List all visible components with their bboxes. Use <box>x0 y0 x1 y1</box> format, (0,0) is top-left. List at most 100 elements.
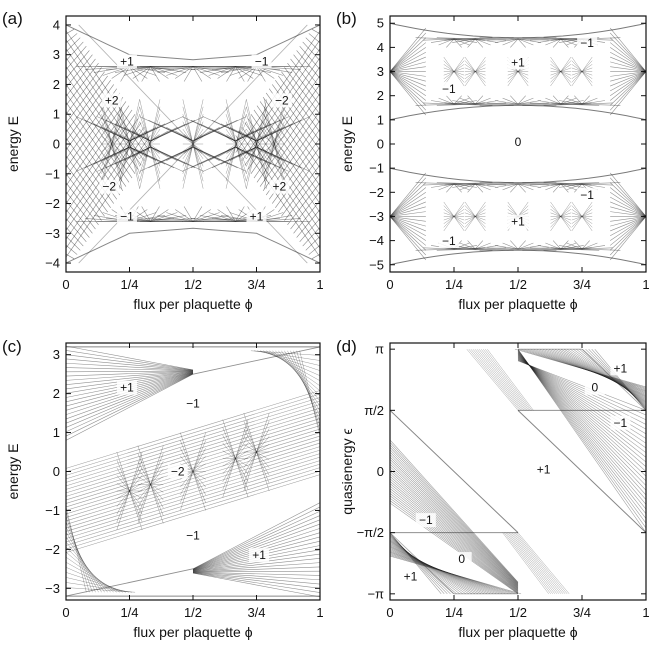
spectrum-line <box>222 419 249 498</box>
spectrum-line <box>66 567 123 593</box>
spectrum-line <box>390 468 519 588</box>
spectrum-line <box>66 541 108 593</box>
spectrum-line <box>222 435 249 482</box>
spectrum-line <box>66 474 320 553</box>
spectrum-line <box>610 216 646 227</box>
spectrum-line <box>517 356 646 453</box>
spectrum-line <box>182 121 204 167</box>
spectrum-line <box>66 418 320 497</box>
spectrum-line <box>139 146 247 172</box>
spectrum-line <box>293 200 320 234</box>
spectrum-line <box>66 370 194 373</box>
spectrum-line <box>527 348 646 391</box>
chern-number-label: −1 <box>120 209 134 223</box>
spectrum-line <box>390 542 476 595</box>
spectrum-line <box>116 459 143 523</box>
spectrum-line <box>510 240 526 250</box>
spectrum-line <box>243 413 270 492</box>
spectrum <box>390 22 646 266</box>
y-tick-label: 0 <box>377 464 384 479</box>
spectrum-line <box>582 348 646 407</box>
spectrum-line <box>243 413 270 492</box>
spectrum-line <box>66 568 194 597</box>
spectrum-line <box>66 200 93 234</box>
spectrum-line <box>278 350 320 402</box>
spectrum-line <box>101 114 123 174</box>
annotation-backdrop <box>610 415 631 430</box>
spectrum-line <box>243 444 270 461</box>
x-axis-label: flux per plaquette ϕ <box>133 624 252 640</box>
spectrum <box>390 348 646 595</box>
spectrum-line <box>181 116 289 142</box>
spectrum-line <box>610 211 646 217</box>
spectrum-line <box>243 428 270 476</box>
spectrum-line <box>243 436 270 468</box>
spectrum-line <box>66 407 320 487</box>
spectrum-line <box>78 24 308 264</box>
spectrum-line <box>550 56 572 87</box>
spectrum-line <box>182 128 204 160</box>
spectrum-line <box>517 359 646 425</box>
spectrum-line <box>390 549 500 595</box>
spectrum-line <box>66 75 108 133</box>
spectrum-line <box>281 164 320 217</box>
spectrum-line <box>66 45 87 70</box>
spectrum-line <box>571 212 593 221</box>
spectrum-line <box>148 146 238 169</box>
spectrum-line <box>66 516 93 593</box>
spectrum-line <box>415 182 493 185</box>
spectrum-line <box>443 64 465 79</box>
spectrum-line <box>390 500 519 594</box>
spectrum-line <box>390 471 519 589</box>
spectrum-line <box>101 136 123 152</box>
spectrum-line <box>390 51 426 72</box>
x-tick-label: 3/4 <box>573 277 591 292</box>
spectrum-line <box>390 216 426 222</box>
spectrum-line <box>66 101 127 186</box>
spectrum-line <box>137 453 164 516</box>
spectrum-line <box>610 61 646 72</box>
spectrum-line <box>284 350 320 412</box>
spectrum-line <box>66 371 194 381</box>
spectrum-line <box>66 97 124 177</box>
spectrum-line <box>390 547 494 595</box>
spectrum-line <box>517 409 646 534</box>
spectrum-line <box>180 440 206 503</box>
spectrum-line <box>517 359 646 420</box>
spectrum-line <box>610 216 646 232</box>
spectrum-line <box>609 216 646 256</box>
x-tick-label: 1/4 <box>445 277 463 292</box>
spectrum-line <box>571 60 593 83</box>
spectrum-line <box>222 427 249 490</box>
spectrum-line <box>464 67 486 76</box>
panel-label: (d) <box>336 337 357 356</box>
spectrum-line <box>550 201 572 232</box>
spectrum-line <box>390 553 516 595</box>
spectrum-line <box>517 354 646 472</box>
spectrum-line <box>390 545 485 595</box>
spectrum-line <box>571 67 593 76</box>
spectrum-line <box>137 445 164 524</box>
chern-number-label: +1 <box>120 55 134 69</box>
spectrum-line <box>66 173 102 221</box>
spectrum-line <box>610 201 646 217</box>
spectrum-line <box>390 211 426 217</box>
spectrum-line <box>517 351 646 510</box>
y-tick-label: 3 <box>377 64 384 79</box>
spectrum-line <box>192 510 320 570</box>
spectrum-line <box>225 128 247 160</box>
spectrum-line <box>517 349 646 524</box>
spectrum-line <box>119 136 140 152</box>
spectrum-line <box>390 249 646 266</box>
panel-d: 0 1/4 1/2 3/4 1 −π −π/2 0 π/2 π flux per plaquette… <box>336 337 650 640</box>
spectrum-line <box>182 136 204 152</box>
spectrum-line <box>610 71 646 82</box>
spectrum-line <box>263 114 285 174</box>
spectrum-line <box>192 572 320 581</box>
spectrum-line <box>478 349 528 411</box>
spectrum-line <box>175 146 211 158</box>
spectrum-line <box>390 182 427 217</box>
y-tick-label: −3 <box>369 209 384 224</box>
y-tick-label: 2 <box>53 386 60 401</box>
y-tick-label: −5 <box>369 257 384 272</box>
